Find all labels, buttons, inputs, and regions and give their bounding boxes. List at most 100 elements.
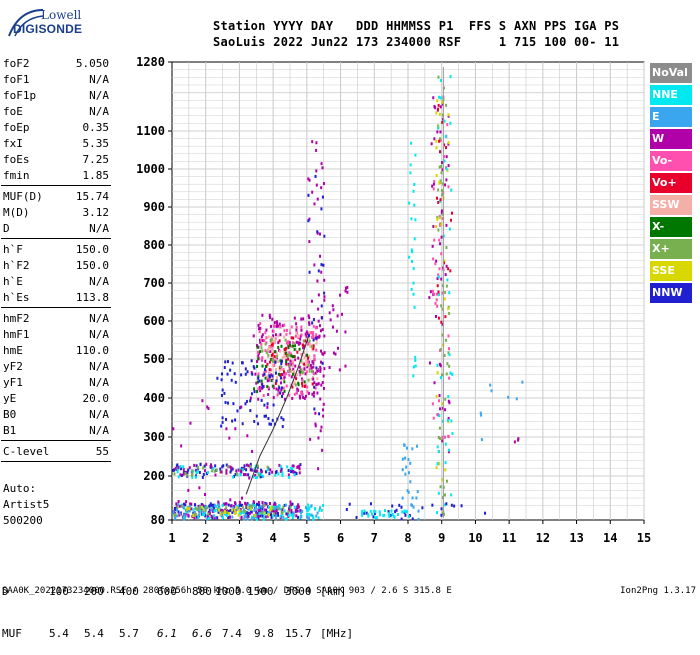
- param-row: h`F2 150.0: [1, 258, 111, 274]
- echo-point: [449, 218, 452, 222]
- echo-point: [253, 514, 256, 518]
- echo-point: [302, 339, 305, 343]
- echo-point: [245, 506, 248, 510]
- echo-point: [437, 103, 440, 107]
- echo-point: [282, 386, 285, 390]
- echo-point: [183, 470, 186, 474]
- legend-item-vo: Vo-: [650, 151, 692, 171]
- table-cell: 800: [192, 585, 212, 598]
- echo-point: [320, 508, 323, 512]
- echo-point: [274, 368, 277, 372]
- echo-point: [443, 143, 446, 147]
- logo-line2: DIGISONDE: [13, 22, 83, 36]
- echo-point: [345, 508, 348, 512]
- echo-point: [308, 321, 311, 325]
- echo-point: [315, 141, 318, 145]
- echo-point: [313, 385, 316, 389]
- echo-point: [225, 417, 228, 421]
- echo-point: [285, 332, 288, 336]
- echo-point: [193, 513, 196, 517]
- echo-point: [240, 405, 243, 409]
- echo-point: [290, 470, 293, 474]
- echo-point: [277, 345, 280, 349]
- echo-point: [269, 339, 272, 343]
- echo-point: [411, 259, 414, 263]
- echo-point: [255, 464, 258, 468]
- echo-point: [300, 328, 303, 332]
- echo-point: [307, 391, 310, 395]
- echo-point: [207, 512, 210, 516]
- echo-point: [328, 365, 331, 369]
- echo-point: [231, 515, 234, 519]
- separator: [1, 238, 111, 239]
- echo-point: [447, 164, 450, 168]
- legend-item-nne: NNE: [650, 85, 692, 105]
- echo-point: [316, 377, 319, 381]
- polarization-legend: NoVal NNE E W Vo- Vo+ SSW X- X+ SSE NNW: [650, 63, 692, 305]
- echo-point: [266, 405, 269, 409]
- param-row: hmE 110.0: [1, 343, 111, 359]
- echo-point: [292, 341, 295, 345]
- echo-point: [275, 505, 278, 509]
- echo-point: [413, 182, 416, 186]
- echo-point: [388, 513, 391, 517]
- echo-point: [307, 517, 310, 521]
- echo-point: [412, 281, 415, 285]
- echo-point: [281, 359, 284, 363]
- y-tick-label: 300: [143, 430, 165, 444]
- echo-point: [172, 510, 175, 514]
- echo-point: [201, 475, 204, 479]
- echo-point: [271, 470, 274, 474]
- echo-point: [414, 218, 417, 222]
- echo-point: [299, 511, 302, 515]
- echo-point: [322, 408, 325, 412]
- echo-point: [438, 292, 441, 296]
- echo-point: [254, 473, 257, 477]
- separator: [1, 440, 111, 441]
- echo-point: [294, 374, 297, 378]
- echo-point: [439, 179, 442, 183]
- param-row: foF2 5.050: [1, 56, 111, 72]
- echo-point: [443, 297, 446, 301]
- echo-point: [314, 424, 317, 428]
- echo-point: [440, 171, 443, 175]
- echo-point: [175, 514, 178, 518]
- echo-point: [178, 504, 181, 508]
- echo-point: [436, 216, 439, 220]
- echo-point: [435, 298, 438, 302]
- echo-point: [246, 517, 249, 521]
- echo-point: [389, 513, 392, 517]
- echo-point: [312, 318, 315, 322]
- echo-point: [290, 369, 293, 373]
- echo-point: [234, 501, 237, 505]
- echo-point: [447, 307, 450, 311]
- echo-point: [441, 322, 444, 326]
- echo-point: [437, 200, 440, 204]
- echo-point: [437, 450, 440, 454]
- echo-point: [443, 155, 446, 159]
- echo-point: [439, 348, 442, 352]
- echo-point: [323, 291, 326, 295]
- echo-point: [411, 517, 414, 521]
- echo-point: [440, 507, 443, 511]
- echo-point: [441, 209, 444, 213]
- echo-point: [440, 513, 443, 517]
- echo-point: [289, 505, 292, 509]
- echo-point: [431, 244, 434, 248]
- echo-point: [282, 505, 285, 509]
- legend-item-noval: NoVal: [650, 63, 692, 83]
- echo-point: [301, 384, 304, 388]
- echo-point: [441, 121, 444, 125]
- echo-point: [285, 384, 288, 388]
- echo-point: [254, 506, 257, 510]
- echo-point: [239, 511, 242, 515]
- echo-point: [272, 509, 275, 513]
- echo-point: [447, 434, 450, 438]
- x-tick-label: 6: [337, 531, 344, 545]
- echo-point: [445, 264, 448, 268]
- echo-point: [300, 359, 303, 363]
- echo-point: [441, 435, 444, 439]
- echo-point: [246, 512, 249, 516]
- autoscaling-info: Auto: Artist5 500200: [3, 481, 49, 529]
- echo-point: [280, 381, 283, 385]
